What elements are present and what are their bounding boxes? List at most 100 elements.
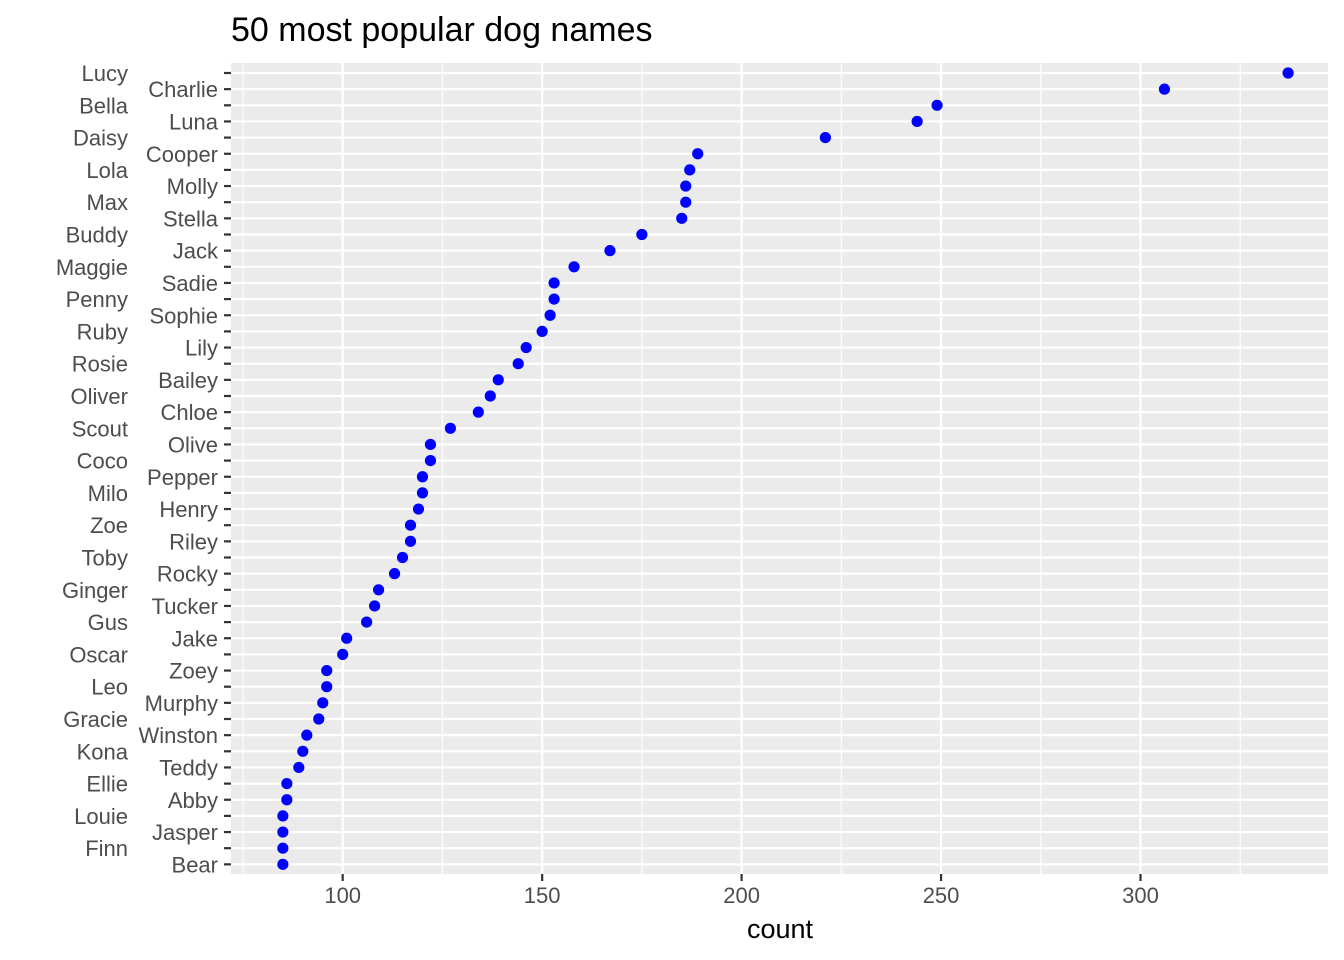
point-penny <box>548 293 560 305</box>
point-leo <box>321 681 333 693</box>
point-tucker <box>369 600 381 612</box>
point-rosie <box>512 358 524 370</box>
point-teddy <box>293 761 305 774</box>
point-coco <box>424 455 437 467</box>
point-jack <box>604 245 616 257</box>
point-winston <box>301 729 313 741</box>
point-oliver <box>484 390 496 402</box>
y-tick-label: Kona <box>77 739 129 764</box>
y-tick-label: Coco <box>77 449 128 474</box>
point-lucy <box>1282 67 1294 79</box>
grid-lines <box>231 63 1328 874</box>
y-tick-label: Maggie <box>56 255 128 280</box>
y-tick-label: Ginger <box>62 578 128 603</box>
y-tick-label: Scout <box>72 416 128 441</box>
y-tick-label: Toby <box>82 546 128 571</box>
point-maggie <box>568 261 580 273</box>
y-tick-label: Milo <box>88 481 128 506</box>
x-tick-label: 100 <box>324 883 361 908</box>
point-bear <box>277 858 289 870</box>
point-pepper <box>416 471 429 483</box>
y-tick-label: Ruby <box>77 319 128 344</box>
point-jake <box>341 632 353 644</box>
y-tick-label: Oliver <box>71 384 128 409</box>
y-tick-label: Daisy <box>73 126 128 151</box>
y-tick-label: Gracie <box>63 707 128 732</box>
y-tick-label: Abby <box>168 788 218 813</box>
x-tick-label: 300 <box>1122 883 1159 908</box>
point-scout <box>444 422 456 434</box>
point-luna <box>911 115 923 128</box>
y-tick-label: Charlie <box>148 77 218 102</box>
y-tick-label: Teddy <box>159 755 218 780</box>
point-sophie <box>544 309 556 321</box>
point-ellie <box>281 778 293 790</box>
y-tick-label: Molly <box>167 174 218 199</box>
point-riley <box>404 535 417 547</box>
data-points <box>277 67 1294 870</box>
point-kona <box>297 745 309 757</box>
y-tick-label: Luna <box>169 109 219 134</box>
y-tick-label: Leo <box>91 675 128 700</box>
y-axis-labels: Lucy Charlie Bella Luna Daisy Cooper Lola Molly… <box>56 61 231 877</box>
plot-panel <box>231 63 1328 874</box>
y-tick-label: Bella <box>79 93 129 118</box>
point-bailey <box>492 374 504 386</box>
point-max <box>680 196 692 208</box>
y-tick-label: Jack <box>173 239 219 264</box>
y-tick-label: Sophie <box>149 303 218 328</box>
y-tick-label: Penny <box>66 287 128 312</box>
point-bella <box>931 99 943 111</box>
y-tick-label: Zoey <box>169 659 218 684</box>
x-tick-label: 250 <box>923 883 960 908</box>
y-tick-label: Rocky <box>157 562 218 587</box>
y-tick-label: Chloe <box>161 400 218 425</box>
point-sadie <box>548 277 560 289</box>
y-tick-label: Lola <box>86 158 128 183</box>
point-zoe <box>404 519 417 531</box>
y-tick-label: Henry <box>159 497 218 522</box>
point-rocky <box>388 568 401 580</box>
y-tick-label: Gus <box>88 610 128 635</box>
y-tick-label: Buddy <box>66 223 128 248</box>
x-tick-label: 200 <box>723 883 760 908</box>
y-tick-label: Jasper <box>152 820 218 845</box>
y-tick-label: Lily <box>185 336 218 361</box>
point-cooper <box>692 148 704 160</box>
y-tick-label: Murphy <box>145 691 218 716</box>
y-tick-label: Tucker <box>152 594 218 619</box>
point-daisy <box>819 132 831 144</box>
y-tick-label: Winston <box>139 723 218 748</box>
point-chloe <box>472 406 484 418</box>
point-gus <box>361 616 373 628</box>
x-tick-label: 150 <box>524 883 561 908</box>
point-ruby <box>536 325 548 337</box>
point-lily <box>520 341 532 354</box>
y-tick-label: Jake <box>172 626 218 651</box>
point-oscar <box>337 648 349 661</box>
point-milo <box>416 487 429 499</box>
y-tick-label: Oscar <box>69 642 128 667</box>
point-charlie <box>1158 83 1171 95</box>
y-tick-label: Pepper <box>147 465 218 490</box>
point-molly <box>680 180 692 192</box>
x-axis: 100 150 200 250 300 <box>324 874 1159 908</box>
y-tick-label: Bear <box>172 852 218 877</box>
point-finn <box>277 842 289 854</box>
y-tick-label: Rosie <box>72 352 128 377</box>
y-tick-label: Ellie <box>86 772 128 797</box>
y-tick-label: Olive <box>168 432 218 457</box>
point-lola <box>684 164 696 176</box>
point-abby <box>281 794 293 806</box>
y-tick-label: Louie <box>74 804 128 829</box>
point-henry <box>412 503 425 515</box>
x-axis-title: count <box>747 914 814 944</box>
y-tick-label: Max <box>86 190 128 215</box>
y-tick-label: Riley <box>169 529 218 554</box>
point-murphy <box>317 697 329 709</box>
y-tick-label: Zoe <box>90 513 128 538</box>
point-olive <box>424 438 437 451</box>
y-tick-label: Sadie <box>162 271 218 296</box>
point-louie <box>277 810 289 822</box>
chart-title: 50 most popular dog names <box>231 11 652 49</box>
